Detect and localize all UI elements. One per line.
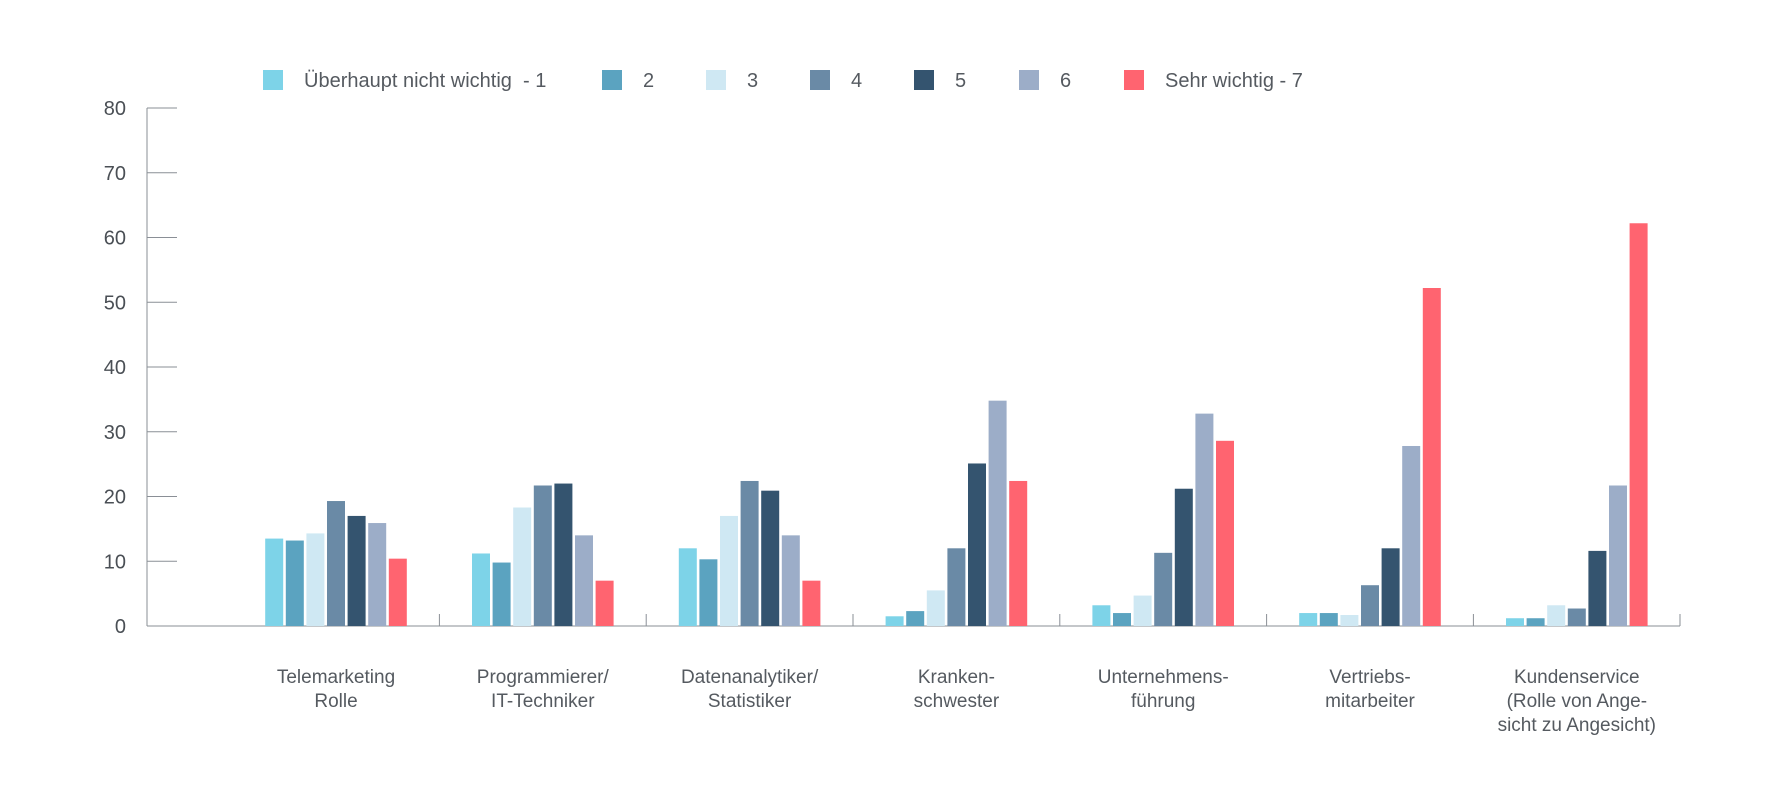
bar-group-2-series-7 [595,580,614,626]
legend-label-5: 5 [955,70,966,92]
y-axis: 0 10 20 30 40 50 60 70 80 [104,98,177,638]
x-tick-label-1: Telemarketing Rolle [277,667,395,712]
bar-group-4-series-4 [947,548,966,626]
x-tick-label-2-line-2: IT-Techniker [491,691,595,712]
x-tick-label-7-line-1: Kundenservice [1514,667,1640,688]
bar-group-7-series-2 [1526,618,1545,626]
legend-swatch-4 [810,70,830,90]
bar-group-2-series-5 [554,483,573,626]
x-tick-label-5: Unternehmens-führung [1098,667,1229,712]
bar-group-4-series-6 [988,400,1007,626]
bar-group-3-series-6 [781,535,800,626]
bar-group-5-series-6 [1195,413,1214,626]
bar-group-5-series-5 [1174,488,1193,626]
bar-group-7-series-7 [1629,223,1648,626]
bar-group-1-series-5 [347,515,366,626]
bar-group-5-series-3 [1133,595,1152,626]
x-tick-label-3: Datenanalytiker/Statistiker [681,667,819,712]
x-tick-label-5-line-2: führung [1131,691,1195,712]
x-tick-label-7: Kundenservice (Rolle von Ange-sicht zu An… [1498,667,1656,736]
bar-group-4-series-1 [885,616,904,626]
bar-group-6-series-4 [1361,585,1379,626]
bar-group-1-series-1 [265,538,284,626]
y-tick-label-50: 50 [104,292,126,314]
x-tick-label-5-line-1: Unternehmens- [1098,667,1229,688]
legend-swatch-2 [602,70,622,90]
y-tick-label-20: 20 [104,487,126,509]
x-tick-label-6: Vertriebs-mitarbeiter [1325,667,1415,712]
legend-label-4: 4 [851,70,862,92]
y-tick-label-80: 80 [104,98,126,120]
bar-group-7-series-3 [1547,605,1566,626]
bars [265,223,1648,626]
bar-group-7-series-6 [1609,485,1627,626]
bar-group-5-series-4 [1154,552,1173,626]
legend: Überhaupt nicht wichtig - 1 2 3 4 5 6 Sehr wic… [263,70,1303,92]
bar-group-6-series-2 [1319,613,1338,626]
bar-group-7-series-1 [1506,618,1524,626]
bar-group-6-series-6 [1402,445,1421,626]
bar-group-5-series-2 [1113,613,1131,626]
bar-group-1-series-6 [368,523,387,626]
bar-group-4-series-2 [906,611,925,626]
bar-group-6-series-3 [1340,614,1359,626]
y-tick-label-60: 60 [104,228,126,250]
x-tick-label-6-line-1: Vertriebs- [1329,667,1410,688]
x-tick-label-1-line-2: Rolle [314,691,357,712]
legend-label-3: 3 [747,70,758,92]
legend-swatch-3 [706,70,726,90]
bar-group-2-series-1 [472,553,490,626]
legend-swatch-5 [914,70,934,90]
bar-group-1-series-3 [306,533,325,626]
x-tick-label-4: Kranken-schwester [914,667,1000,712]
x-tick-label-7-line-2: (Rolle von Ange- [1507,691,1647,712]
bar-group-7-series-5 [1588,550,1607,626]
y-tick-label-0: 0 [115,616,126,638]
bar-group-3-series-3 [720,515,738,626]
bar-group-2-series-4 [533,485,552,626]
legend-swatch-7 [1124,70,1144,90]
x-tick-label-2: Programmierer/IT-Techniker [477,667,610,712]
legend-label-1: Überhaupt nicht wichtig - 1 [304,70,546,92]
bar-group-2-series-3 [513,507,532,626]
x-tick-label-1-line-1: Telemarketing [277,667,395,688]
legend-label-6: 6 [1060,70,1071,92]
y-tick-label-40: 40 [104,357,126,379]
bar-group-6-series-7 [1422,288,1441,626]
bar-group-5-series-1 [1092,605,1111,626]
x-tick-label-4-line-2: schwester [914,691,1000,712]
y-tick-label-30: 30 [104,422,126,444]
bar-group-3-series-2 [699,559,718,626]
bar-group-3-series-1 [678,548,697,626]
bar-group-3-series-5 [761,490,780,626]
bar-group-2-series-2 [492,562,511,626]
bar-group-4-series-7 [1009,480,1028,626]
bar-group-4-series-3 [926,590,945,626]
bar-group-3-series-4 [740,480,759,626]
x-tick-label-2-line-1: Programmierer/ [477,667,610,688]
x-axis: Telemarketing Rolle Programmierer/IT-Techn… [147,614,1681,736]
x-tick-label-4-line-1: Kranken- [918,667,995,688]
y-tick-label-70: 70 [104,163,126,185]
bar-group-6-series-5 [1381,548,1400,626]
bar-group-1-series-4 [327,501,345,626]
bar-group-2-series-6 [575,535,593,626]
x-tick-label-7-line-3: sicht zu Angesicht) [1498,715,1656,736]
legend-label-2: 2 [643,70,654,92]
bar-group-7-series-4 [1567,608,1586,626]
x-tick-label-6-line-2: mitarbeiter [1325,691,1415,712]
y-tick-label-10: 10 [104,551,126,573]
legend-label-7: Sehr wichtig - 7 [1165,70,1303,92]
bar-group-5-series-7 [1216,440,1234,626]
bar-group-1-series-7 [388,558,407,626]
x-tick-label-3-line-2: Statistiker [708,691,792,712]
bar-group-6-series-1 [1299,613,1318,626]
bar-group-1-series-2 [285,540,304,626]
legend-swatch-6 [1019,70,1039,90]
bar-group-3-series-7 [802,580,821,626]
legend-swatch-1 [263,70,283,90]
bar-group-4-series-5 [968,463,986,626]
x-tick-label-3-line-1: Datenanalytiker/ [681,667,819,688]
